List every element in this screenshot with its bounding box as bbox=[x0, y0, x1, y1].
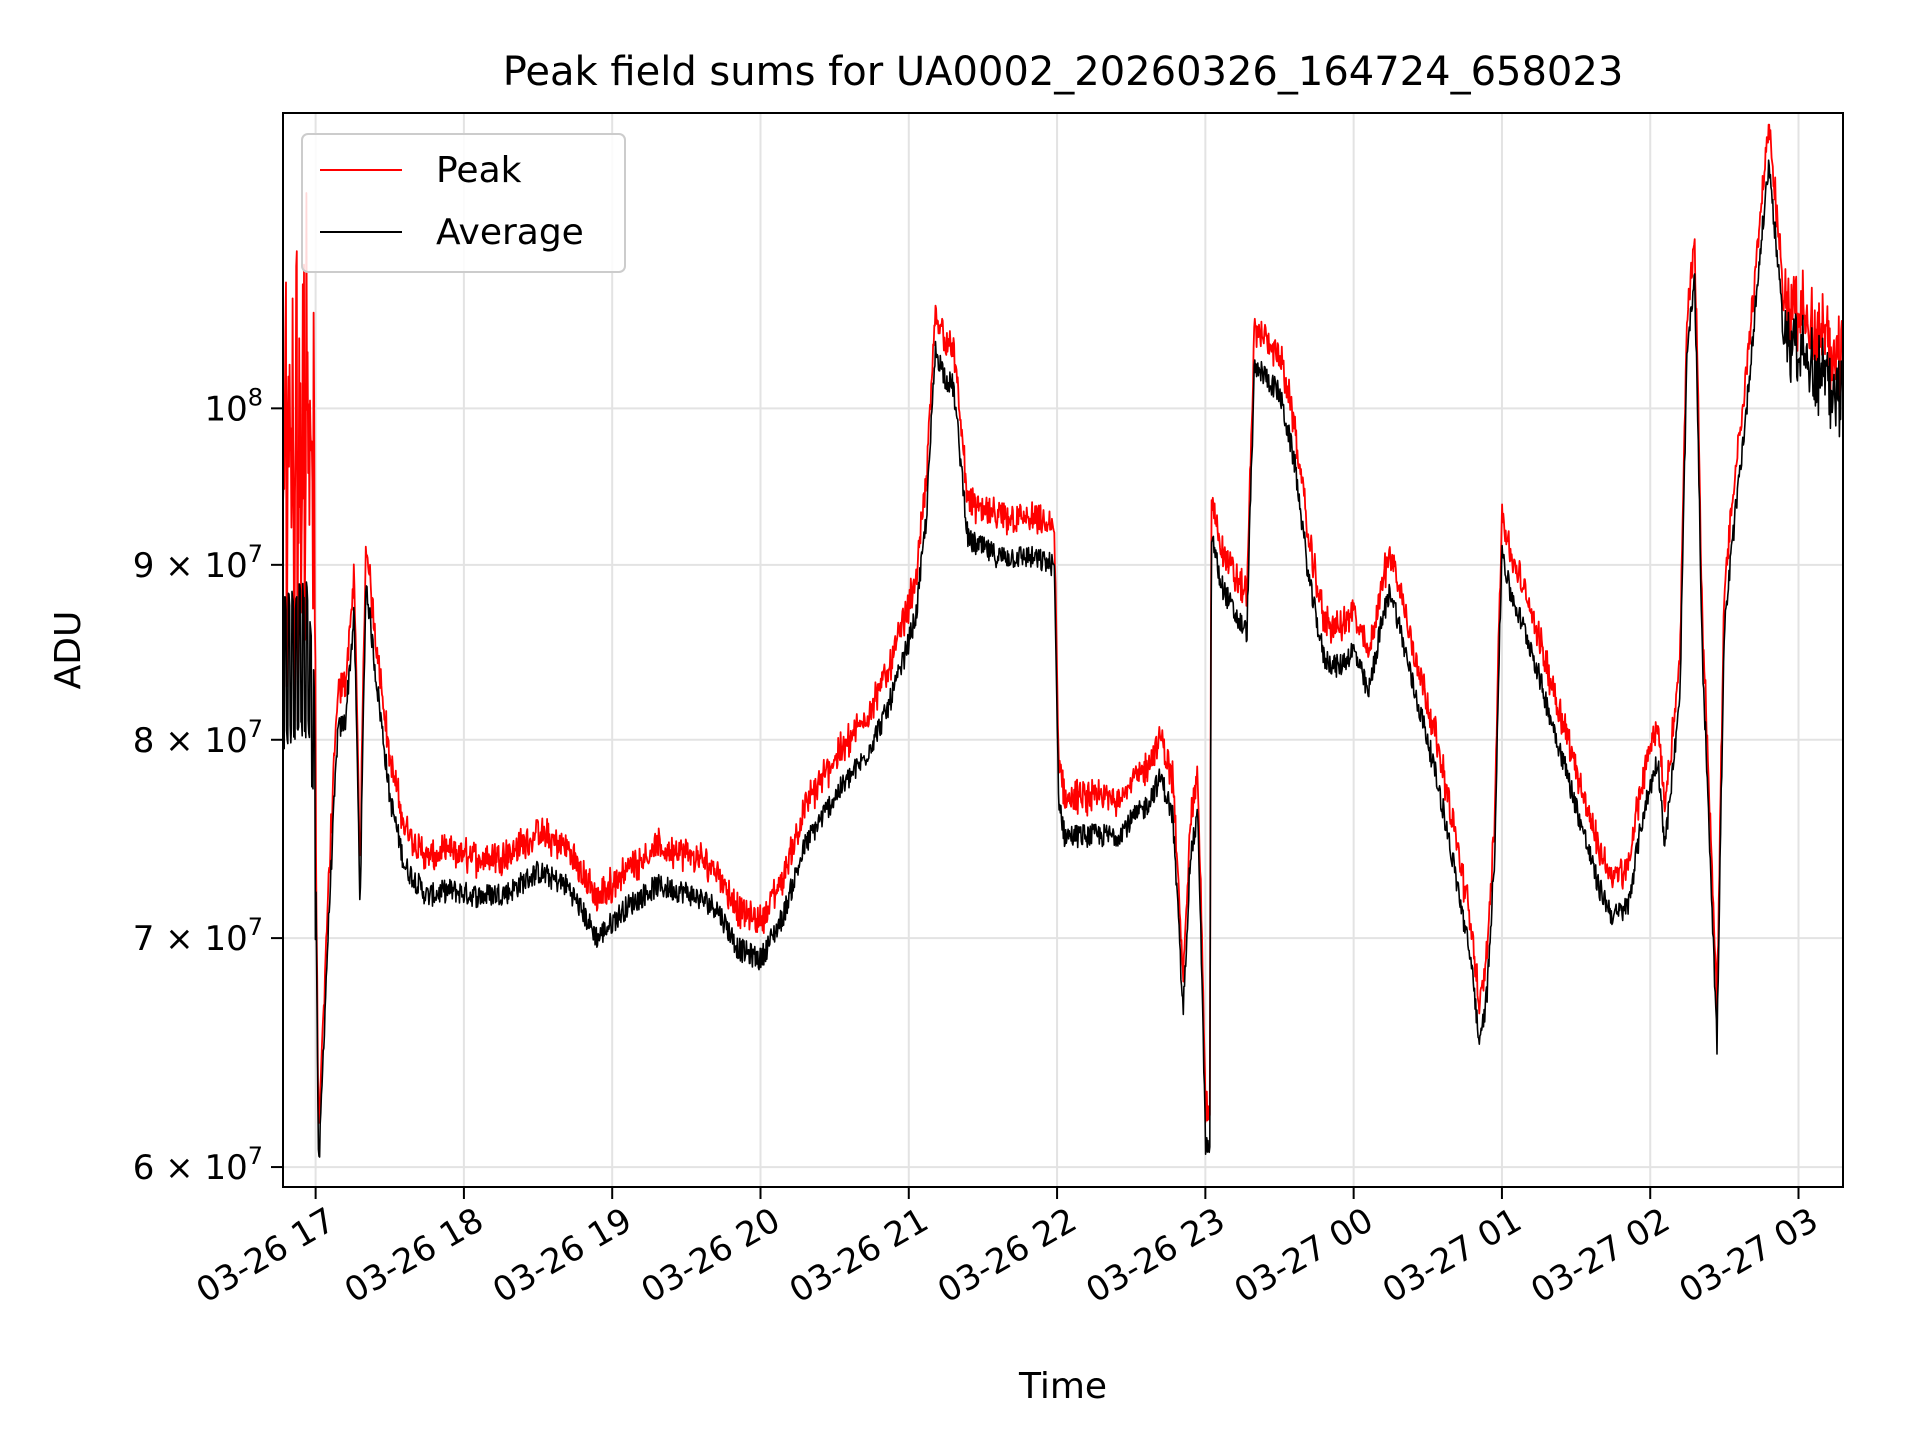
x-axis-label: Time bbox=[1018, 1366, 1107, 1407]
y-tick-label: 6 × 107 bbox=[133, 1142, 263, 1188]
y-tick-label: 8 × 107 bbox=[133, 715, 263, 761]
legend-average-label: Average bbox=[436, 212, 584, 253]
plot-frame bbox=[282, 112, 1844, 1188]
series-layer bbox=[282, 123, 1844, 1158]
y-axis-label: ADU bbox=[48, 611, 89, 690]
legend: Peak Average bbox=[301, 133, 626, 273]
y-tick-label: 7 × 107 bbox=[133, 913, 263, 959]
series-peak-line bbox=[282, 123, 1844, 1124]
series-average-line bbox=[282, 159, 1844, 1158]
y-tick-label: 9 × 107 bbox=[133, 540, 263, 586]
chart-title: Peak field sums for UA0002_20260326_1647… bbox=[503, 49, 1624, 95]
grid bbox=[283, 113, 1843, 1187]
legend-peak-label: Peak bbox=[436, 150, 522, 191]
legend-box bbox=[301, 133, 626, 273]
